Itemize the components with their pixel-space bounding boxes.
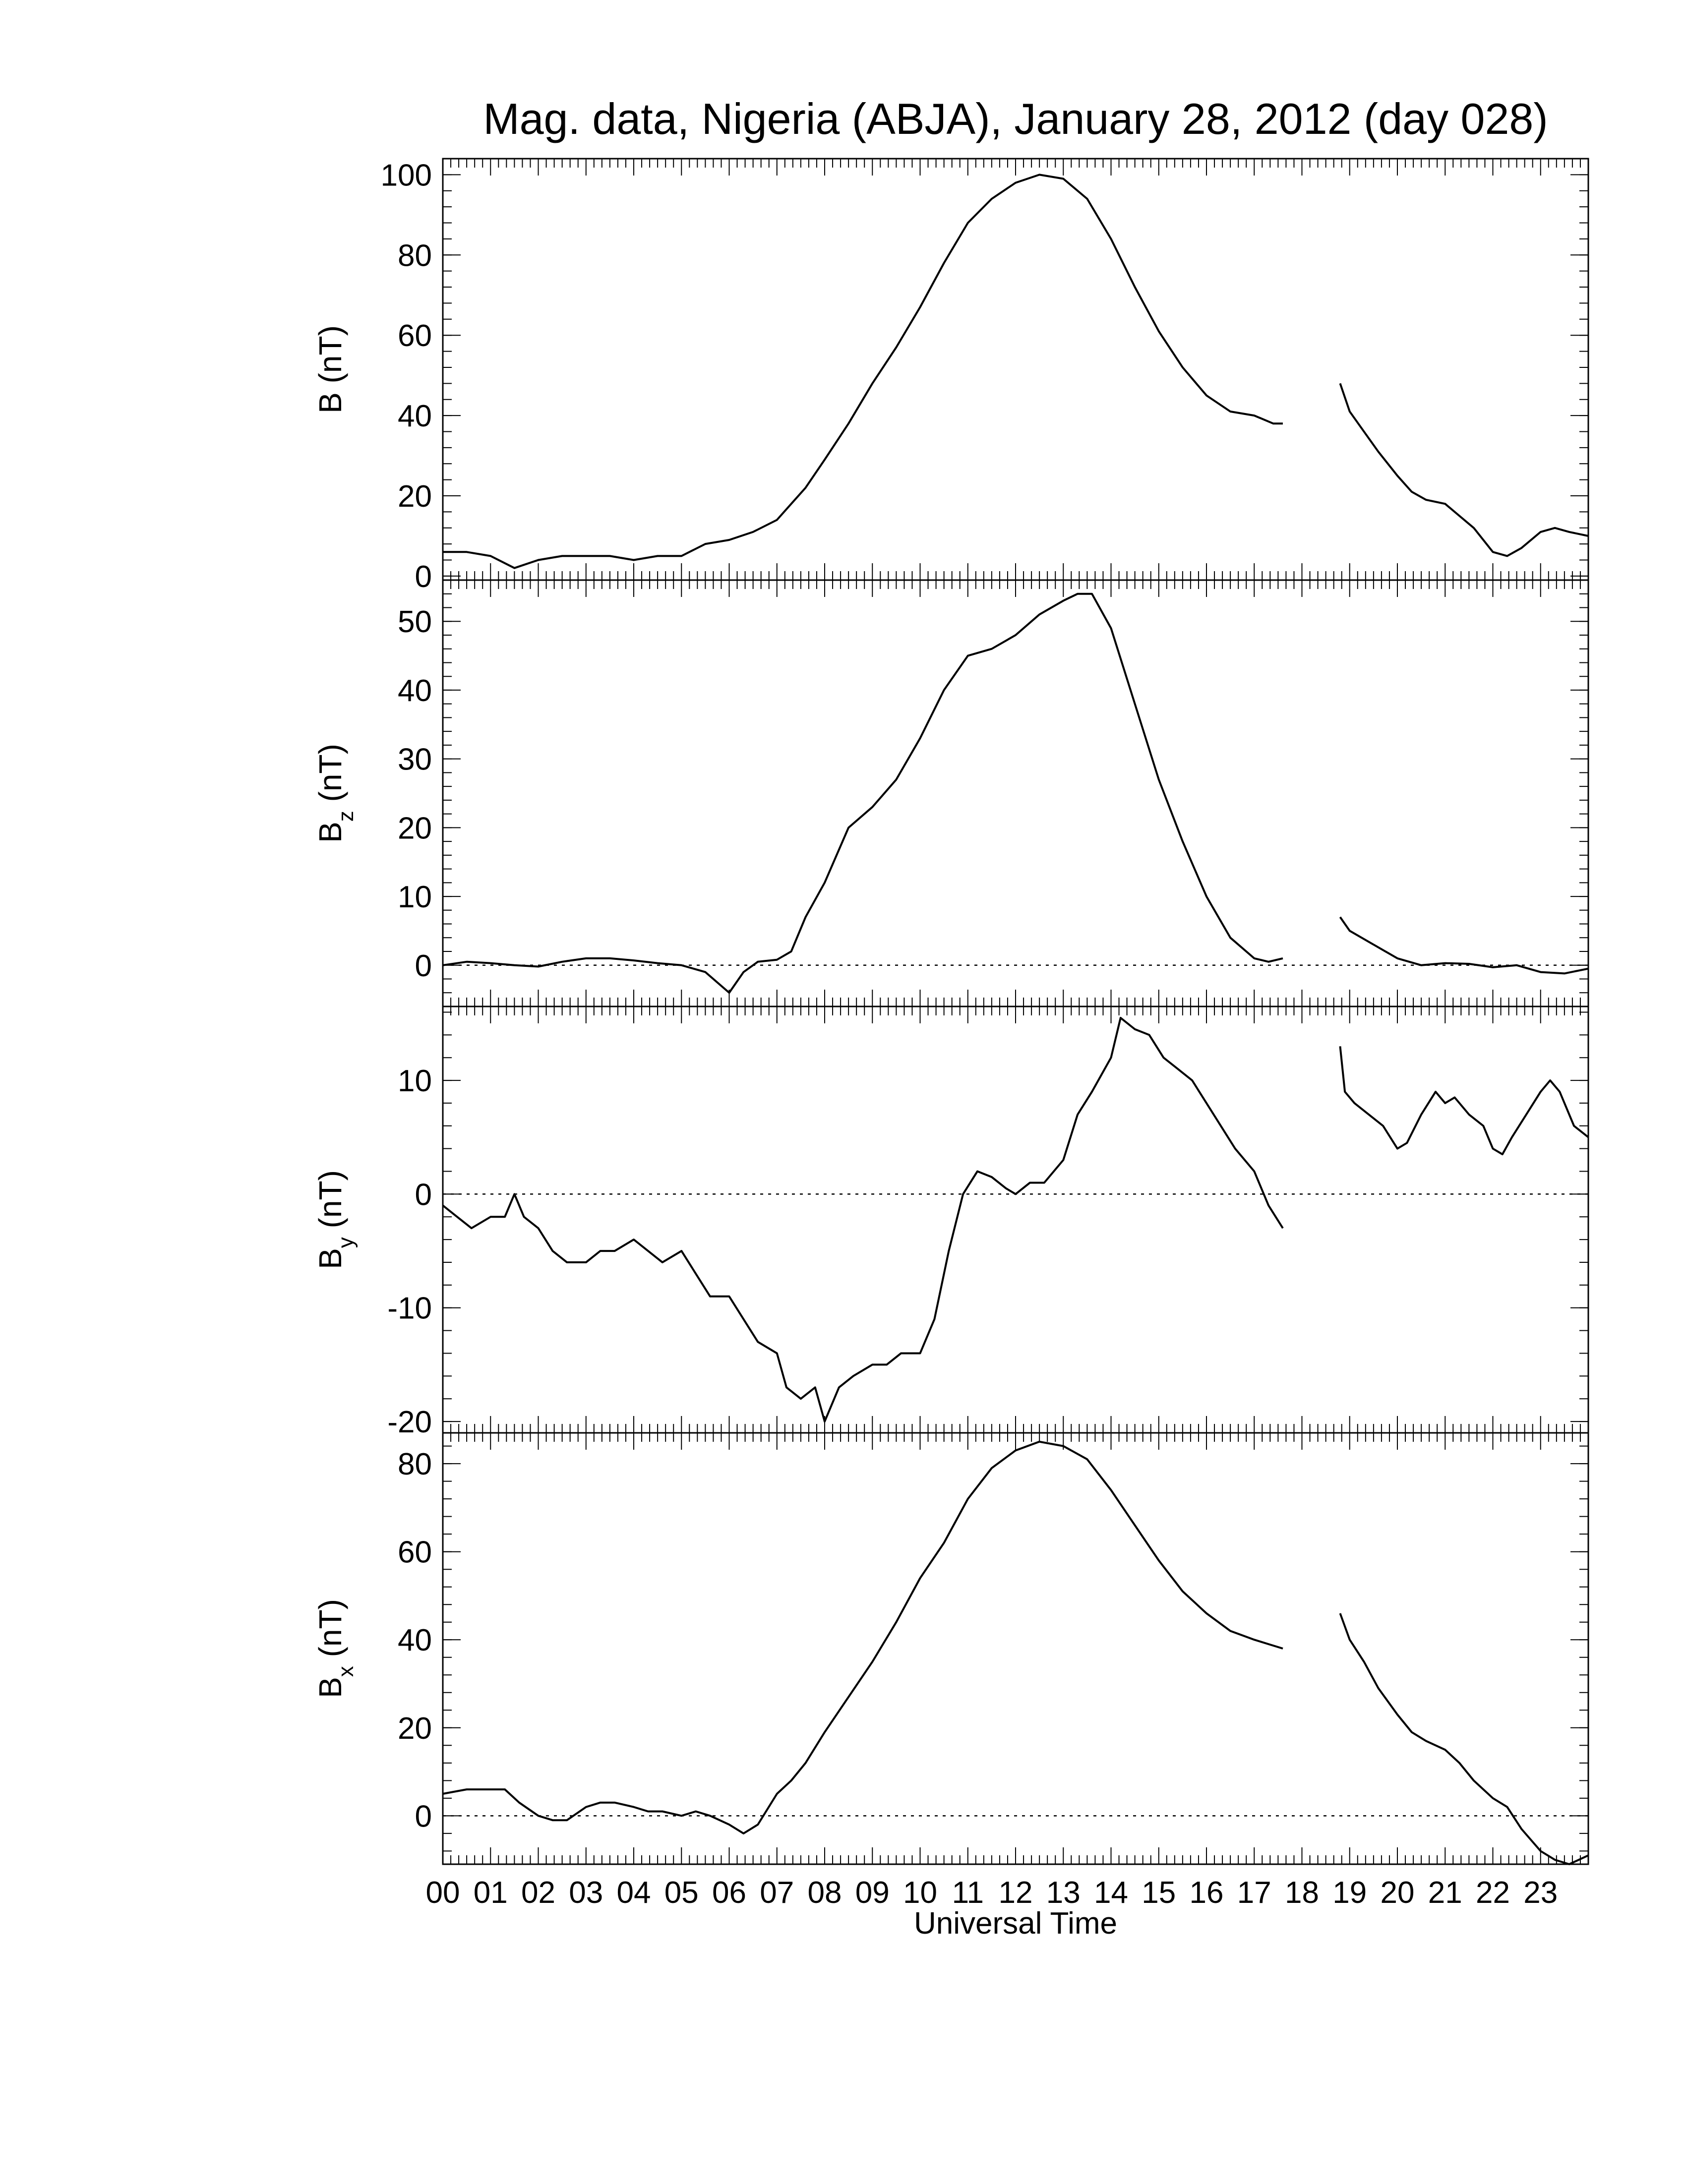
y-tick-label: 0 xyxy=(415,949,432,983)
x-tick-label: 14 xyxy=(1094,1876,1128,1910)
panel-bz: 0 10 20 30 40 50 Bz (nT) xyxy=(312,579,1589,1007)
x-tick-label: 17 xyxy=(1237,1876,1271,1910)
y-tick-label: 20 xyxy=(398,479,432,514)
y-tick-label: 20 xyxy=(398,811,432,845)
x-tick-label: 08 xyxy=(808,1876,842,1910)
y-tick-label: 30 xyxy=(398,743,432,777)
y-axis-title: B (nT) xyxy=(312,325,348,413)
series-bz-segment-2 xyxy=(1339,916,1589,975)
y-tick-label: 10 xyxy=(398,1064,432,1098)
x-tick-label: 00 xyxy=(426,1876,460,1910)
x-axis: 00 01 02 03 04 05 06 07 08 09 10 11 12 13 14 15 16 17 18 19… xyxy=(426,1876,1558,1910)
x-axis-title: Universal Time xyxy=(914,1906,1117,1941)
x-tick-label: 20 xyxy=(1381,1876,1415,1910)
x-tick-label: 04 xyxy=(617,1876,651,1910)
panel-frame xyxy=(442,1432,1589,1865)
series-bx-segment-2 xyxy=(1339,1613,1589,1865)
y-tick-label: 50 xyxy=(398,605,432,639)
series-bz-segment-1 xyxy=(442,592,1283,994)
y-tick-label: 60 xyxy=(398,319,432,353)
y-tick-label: 0 xyxy=(415,560,432,594)
panel-by: -20 -10 0 10 By (nT) xyxy=(312,1005,1589,1439)
x-tick-label: 03 xyxy=(569,1876,603,1910)
panel-frame xyxy=(442,158,1589,581)
y-tick-label: 20 xyxy=(398,1712,432,1746)
y-tick-label: 80 xyxy=(398,1447,432,1481)
y-tick-label: -10 xyxy=(387,1292,432,1326)
y-tick-label: 0 xyxy=(415,1799,432,1833)
y-tick-label: 40 xyxy=(398,399,432,433)
x-tick-label: 18 xyxy=(1285,1876,1319,1910)
y-axis-title: Bz (nT) xyxy=(312,744,358,843)
x-tick-label: 22 xyxy=(1476,1876,1510,1910)
x-tick-label: 23 xyxy=(1523,1876,1558,1910)
panel-b: 0 20 40 60 80 100 B (nT) xyxy=(312,158,1589,594)
y-tick-label: 100 xyxy=(381,158,432,192)
series-b-segment-2 xyxy=(1339,383,1589,557)
x-tick-label: 11 xyxy=(952,1876,984,1910)
series-b-segment-1 xyxy=(443,174,1283,569)
x-tick-label: 19 xyxy=(1332,1876,1367,1910)
y-tick-label: 0 xyxy=(415,1178,432,1212)
panel-frame xyxy=(442,579,1589,1007)
x-tick-label: 16 xyxy=(1190,1876,1224,1910)
chart-title: Mag. data, Nigeria (ABJA), January 28, 2… xyxy=(483,94,1548,143)
x-tick-label: 02 xyxy=(521,1876,555,1910)
x-tick-label: 07 xyxy=(760,1876,794,1910)
x-tick-label: 01 xyxy=(474,1876,508,1910)
y-tick-label: 40 xyxy=(398,674,432,708)
panel-bx: 0 20 40 60 80 Bx (nT) xyxy=(312,1432,1589,1865)
x-tick-label: 06 xyxy=(712,1876,746,1910)
y-tick-label: 60 xyxy=(398,1535,432,1570)
y-axis-title: Bx (nT) xyxy=(312,1599,358,1698)
x-tick-label: 12 xyxy=(999,1876,1033,1910)
x-tick-label: 15 xyxy=(1142,1876,1176,1910)
y-tick-label: 80 xyxy=(398,238,432,273)
x-tick-label: 05 xyxy=(664,1876,699,1910)
x-tick-label: 13 xyxy=(1046,1876,1081,1910)
x-tick-label: 21 xyxy=(1428,1876,1462,1910)
x-tick-label: 10 xyxy=(903,1876,937,1910)
y-tick-label: 10 xyxy=(398,880,432,914)
series-by-segment-2 xyxy=(1339,1046,1589,1156)
series-by-segment-1 xyxy=(442,1016,1284,1423)
y-tick-label: 40 xyxy=(398,1623,432,1657)
y-axis-title: By (nT) xyxy=(312,1170,358,1269)
series-bx-segment-1 xyxy=(442,1440,1283,1834)
y-tick-label: -20 xyxy=(387,1405,432,1439)
x-tick-label: 09 xyxy=(855,1876,890,1910)
panel-frame xyxy=(442,1005,1589,1434)
